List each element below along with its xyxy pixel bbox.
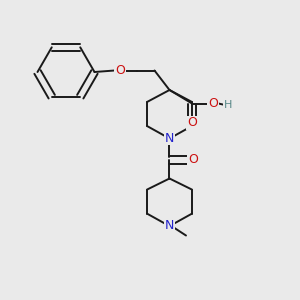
Text: O: O	[187, 116, 197, 130]
Text: O: O	[188, 153, 198, 166]
Text: H: H	[224, 100, 232, 110]
Text: N: N	[165, 219, 174, 232]
Text: O: O	[115, 64, 125, 77]
Text: O: O	[208, 97, 218, 110]
Text: N: N	[165, 131, 174, 145]
